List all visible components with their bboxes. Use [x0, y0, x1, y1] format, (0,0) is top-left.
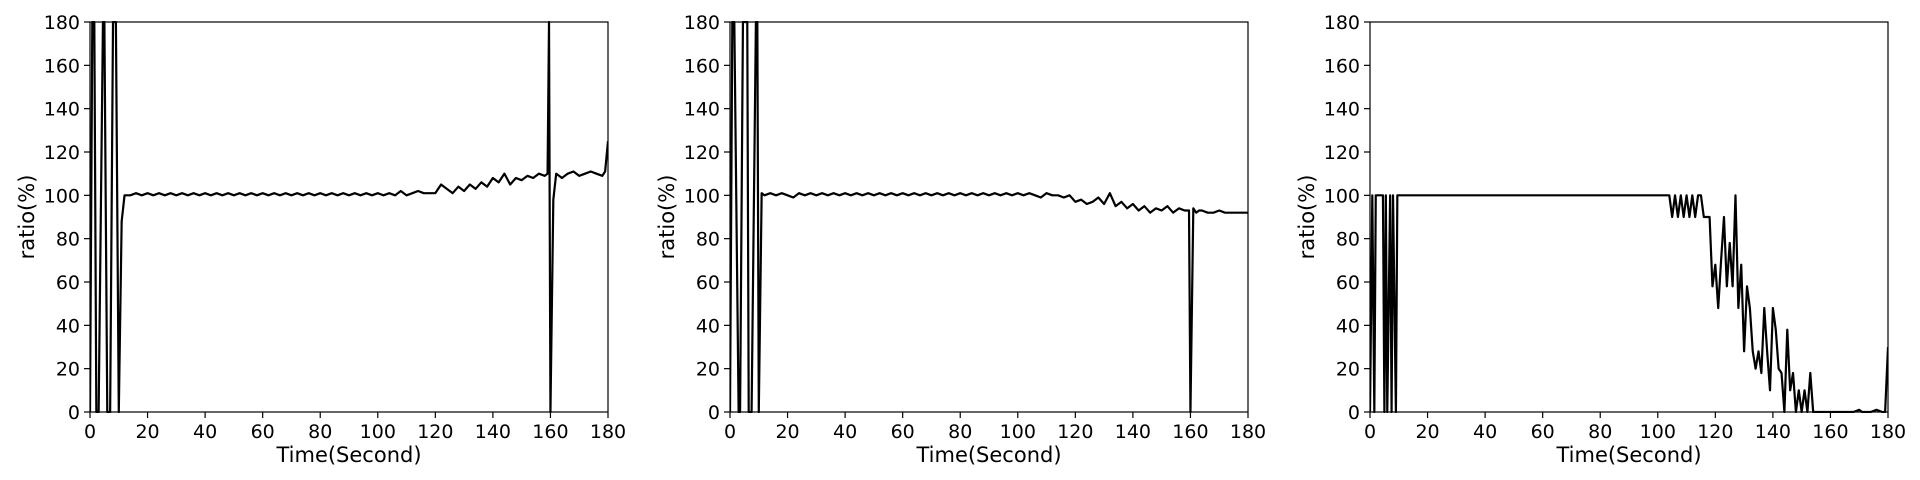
x-tick-label: 120: [1697, 421, 1733, 443]
y-tick-label: 40: [56, 315, 80, 337]
y-tick-label: 160: [1324, 55, 1360, 77]
x-axis-label: Time(Second): [1555, 443, 1701, 467]
y-tick-label: 20: [1336, 359, 1360, 381]
y-tick-label: 0: [1348, 402, 1360, 424]
y-tick-label: 20: [56, 359, 80, 381]
x-tick-label: 100: [360, 421, 396, 443]
y-axis-label: ratio(%): [15, 175, 39, 260]
plot-frame: [89, 21, 609, 413]
x-tick-label: 40: [193, 421, 217, 443]
x-tick-label: 60: [1531, 421, 1555, 443]
x-tick-label: 180: [1230, 421, 1266, 443]
y-tick-label: 0: [68, 402, 80, 424]
y-tick-label: 180: [684, 12, 720, 34]
x-tick-label: 20: [135, 421, 159, 443]
x-tick-label: 180: [590, 421, 626, 443]
y-tick-label: 100: [44, 185, 80, 207]
y-tick-label: 0: [708, 402, 720, 424]
y-tick-label: 60: [696, 272, 720, 294]
y-tick-label: 120: [44, 142, 80, 164]
x-tick-label: 40: [833, 421, 857, 443]
y-tick-label: 140: [44, 99, 80, 121]
y-tick-label: 80: [56, 229, 80, 251]
series-line-0: [1370, 194, 1888, 413]
y-axis-label: ratio(%): [1295, 175, 1319, 260]
y-tick-label: 160: [44, 55, 80, 77]
y-tick-label: 80: [1336, 229, 1360, 251]
x-tick-label: 0: [1364, 421, 1376, 443]
y-tick-label: 20: [696, 359, 720, 381]
y-tick-label: 100: [684, 185, 720, 207]
y-tick-label: 40: [696, 315, 720, 337]
x-tick-label: 100: [1000, 421, 1036, 443]
chart-panel-2: 0 20 40 60 80 100 120 140 160 180 0 20 40 60 80 100 120 1…: [655, 12, 1266, 467]
x-tick-label: 180: [1870, 421, 1906, 443]
x-axis-label: Time(Second): [275, 443, 421, 467]
y-tick-label: 140: [1324, 99, 1360, 121]
x-tick-label: 160: [1172, 421, 1208, 443]
y-tick-label: 120: [1324, 142, 1360, 164]
y-tick-label: 80: [696, 229, 720, 251]
x-tick-label: 60: [891, 421, 915, 443]
y-tick-label: 180: [1324, 12, 1360, 34]
x-tick-label: 140: [1755, 421, 1791, 443]
x-tick-label: 80: [948, 421, 972, 443]
x-tick-label: 160: [532, 421, 568, 443]
x-tick-label: 20: [1415, 421, 1439, 443]
x-tick-label: 80: [308, 421, 332, 443]
x-tick-label: 140: [1115, 421, 1151, 443]
y-axis-label: ratio(%): [655, 175, 679, 260]
x-tick-label: 20: [775, 421, 799, 443]
x-tick-label: 160: [1812, 421, 1848, 443]
x-tick-label: 80: [1588, 421, 1612, 443]
x-tick-label: 60: [251, 421, 275, 443]
series-line-0: [730, 21, 1248, 413]
y-tick-label: 40: [1336, 315, 1360, 337]
x-tick-label: 0: [724, 421, 736, 443]
y-tick-label: 60: [56, 272, 80, 294]
x-tick-label: 0: [84, 421, 96, 443]
x-tick-label: 140: [475, 421, 511, 443]
x-tick-label: 100: [1640, 421, 1676, 443]
y-tick-label: 140: [684, 99, 720, 121]
y-tick-label: 160: [684, 55, 720, 77]
plot-frame: [729, 21, 1249, 413]
x-tick-label: 40: [1473, 421, 1497, 443]
x-tick-label: 120: [417, 421, 453, 443]
series-line-0: [90, 21, 608, 413]
y-tick-label: 120: [684, 142, 720, 164]
y-tick-label: 180: [44, 12, 80, 34]
y-tick-label: 100: [1324, 185, 1360, 207]
plot-frame: [1369, 21, 1889, 413]
x-axis-label: Time(Second): [915, 443, 1061, 467]
chart-panel-3: 0 20 40 60 80 100 120 140 160 180 0 20 40 60 80 100 120 1…: [1295, 12, 1906, 467]
y-tick-label: 60: [1336, 272, 1360, 294]
x-tick-label: 120: [1057, 421, 1093, 443]
chart-panel-1: 0 20 40 60 80 100 120 140 160 180 0 20 40 60 80 100 120 1…: [15, 12, 626, 467]
